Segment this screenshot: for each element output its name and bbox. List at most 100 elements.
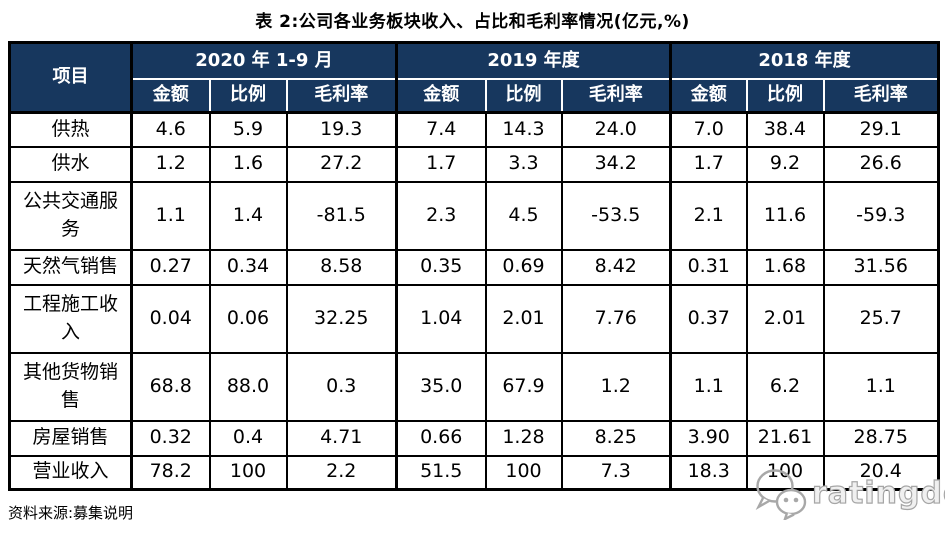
column-header-ratio-2018: 比例	[745, 77, 825, 114]
row-label: 工程施工收入	[8, 283, 133, 354]
cell: 4.6	[130, 111, 211, 148]
row-label: 天然气销售	[8, 248, 133, 286]
column-header-amount-2020: 金额	[130, 77, 211, 114]
cell: 0.37	[669, 283, 748, 354]
cell: 24.0	[560, 111, 672, 148]
cell: 1.04	[395, 283, 487, 354]
cell: -59.3	[822, 180, 940, 251]
cell: 67.9	[484, 351, 563, 422]
table-row-operating-revenue: 营业收入 78.2 100 2.2 51.5 100 7.3 18.3 100 …	[8, 454, 940, 491]
cell: 21.61	[745, 419, 825, 457]
column-header-margin-2019: 毛利率	[560, 77, 672, 114]
cell: 100	[745, 454, 825, 491]
cell: 0.4	[208, 419, 288, 457]
segment-revenue-table: 项目 2020 年 1-9 月 2019 年度 2018 年度 金额 比例 毛利…	[8, 41, 940, 491]
cell: 0.35	[395, 248, 487, 286]
cell: 38.4	[745, 111, 825, 148]
cell: 7.4	[395, 111, 487, 148]
cell: 1.68	[745, 248, 825, 286]
table-row-water: 供水 1.2 1.6 27.2 1.7 3.3 34.2 1.7 9.2 26.…	[8, 145, 940, 183]
cell: 14.3	[484, 111, 563, 148]
report-page: 表 2:公司各业务板块收入、占比和毛利率情况(亿元,%) 项目 2020 年 1…	[8, 12, 945, 522]
cell: 25.7	[822, 283, 940, 354]
table-row-housing-sales: 房屋销售 0.32 0.4 4.71 0.66 1.28 8.25 3.90 2…	[8, 419, 940, 457]
cell: 31.56	[822, 248, 940, 286]
cell: 18.3	[669, 454, 748, 491]
table-row-natural-gas: 天然气销售 0.27 0.34 8.58 0.35 0.69 8.42 0.31…	[8, 248, 940, 286]
cell: 7.0	[669, 111, 748, 148]
header-row-years: 项目 2020 年 1-9 月 2019 年度 2018 年度	[8, 41, 940, 114]
cell: 88.0	[208, 351, 288, 422]
cell: 20.4	[822, 454, 940, 491]
cell: 8.25	[560, 419, 672, 457]
cell: 6.2	[745, 351, 825, 422]
cell: 1.7	[395, 145, 487, 183]
column-header-amount-2018: 金额	[669, 77, 748, 114]
cell: 4.5	[484, 180, 563, 251]
column-header-ratio-2019: 比例	[484, 77, 563, 114]
column-header-margin-2018: 毛利率	[822, 77, 940, 114]
cell: 2.2	[285, 454, 398, 491]
column-header-amount-2019: 金额	[395, 77, 487, 114]
column-group-2019: 2019 年度	[395, 41, 672, 80]
row-label: 公共交通服务	[8, 180, 133, 251]
cell: 9.2	[745, 145, 825, 183]
cell: 2.1	[669, 180, 748, 251]
cell: 1.1	[130, 180, 211, 251]
cell: 1.2	[130, 145, 211, 183]
cell: 0.69	[484, 248, 563, 286]
cell: 51.5	[395, 454, 487, 491]
cell: 0.3	[285, 351, 398, 422]
cell: 1.1	[822, 351, 940, 422]
cell: 34.2	[560, 145, 672, 183]
table-row-construction: 工程施工收入 0.04 0.06 32.25 1.04 2.01 7.76 0.…	[8, 283, 940, 354]
cell: 0.31	[669, 248, 748, 286]
cell: 0.34	[208, 248, 288, 286]
row-label: 其他货物销售	[8, 351, 133, 422]
cell: 2.01	[484, 283, 563, 354]
table-row-other-goods: 其他货物销售 68.8 88.0 0.3 35.0 67.9 1.2 1.1 6…	[8, 351, 940, 422]
row-label: 营业收入	[8, 454, 133, 491]
table-row-public-transport: 公共交通服务 1.1 1.4 -81.5 2.3 4.5 -53.5 2.1 1…	[8, 180, 940, 251]
cell: 78.2	[130, 454, 211, 491]
cell: 1.1	[669, 351, 748, 422]
cell: 19.3	[285, 111, 398, 148]
cell: 0.04	[130, 283, 211, 354]
cell: 0.66	[395, 419, 487, 457]
column-header-margin-2020: 毛利率	[285, 77, 398, 114]
cell: 29.1	[822, 111, 940, 148]
cell: 4.71	[285, 419, 398, 457]
cell: 8.42	[560, 248, 672, 286]
cell: 32.25	[285, 283, 398, 354]
header-row-metrics: 金额 比例 毛利率 金额 比例 毛利率 金额 比例 毛利率	[10, 77, 940, 114]
cell: 7.76	[560, 283, 672, 354]
cell: 1.4	[208, 180, 288, 251]
cell: -81.5	[285, 180, 398, 251]
cell: 1.7	[669, 145, 748, 183]
cell: 2.01	[745, 283, 825, 354]
cell: 26.6	[822, 145, 940, 183]
column-group-2020: 2020 年 1-9 月	[130, 41, 398, 80]
column-group-2018: 2018 年度	[669, 41, 940, 80]
cell: 68.8	[130, 351, 211, 422]
cell: 1.6	[208, 145, 288, 183]
cell: 11.6	[745, 180, 825, 251]
cell: 35.0	[395, 351, 487, 422]
cell: -53.5	[560, 180, 672, 251]
cell: 7.3	[560, 454, 672, 491]
cell: 5.9	[208, 111, 288, 148]
row-label: 供热	[8, 111, 133, 148]
cell: 100	[208, 454, 288, 491]
cell: 0.27	[130, 248, 211, 286]
cell: 100	[484, 454, 563, 491]
column-header-ratio-2020: 比例	[208, 77, 288, 114]
cell: 8.58	[285, 248, 398, 286]
table-row-heating: 供热 4.6 5.9 19.3 7.4 14.3 24.0 7.0 38.4 2…	[8, 111, 940, 148]
column-header-item: 项目	[8, 41, 133, 114]
source-note: 资料来源:募集说明	[8, 504, 134, 522]
cell: 1.2	[560, 351, 672, 422]
cell: 3.3	[484, 145, 563, 183]
cell: 0.06	[208, 283, 288, 354]
cell: 27.2	[285, 145, 398, 183]
row-label: 房屋销售	[8, 419, 133, 457]
